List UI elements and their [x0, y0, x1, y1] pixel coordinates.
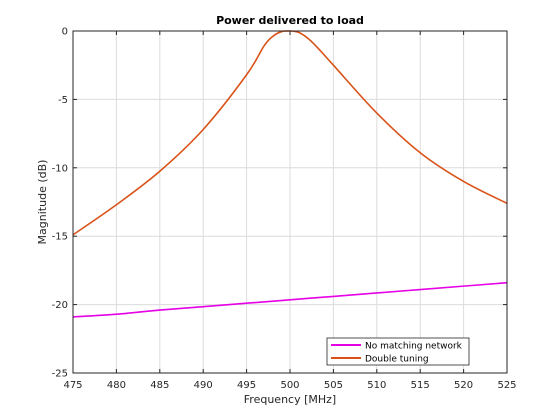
- x-tick-label: 475: [63, 380, 82, 391]
- legend-box: [326, 337, 470, 366]
- y-axis-label: Magnitude (dB): [36, 160, 49, 245]
- y-tick-label: -15: [52, 232, 68, 243]
- y-tick-labels: 0 -5 -10 -15 -20 -25: [52, 27, 68, 380]
- x-tick-label: 490: [194, 380, 213, 391]
- y-tick-label: -5: [58, 95, 68, 106]
- x-tick-label: 485: [150, 380, 169, 391]
- legend-label-no-matching-network: No matching network: [365, 342, 463, 352]
- series-line-no-matching-network: [72, 281, 508, 318]
- y-tick-label: 0: [62, 27, 68, 38]
- y-tick-label: -25: [52, 369, 68, 380]
- legend-label-double-tuning: Double tuning: [365, 355, 429, 365]
- x-tick-label: 500: [280, 380, 299, 391]
- x-tick-label: 510: [367, 380, 386, 391]
- y-tick-label: -20: [52, 300, 68, 311]
- x-tick-label: 495: [237, 380, 256, 391]
- x-tick-label: 520: [454, 380, 473, 391]
- x-tick-labels: 475 480 485 490 495 500 505 510 515 520 525: [63, 380, 516, 391]
- chart-title: Power delivered to load: [216, 14, 364, 27]
- tick-marks: [72, 30, 508, 374]
- x-tick-label: 515: [411, 380, 430, 391]
- x-tick-label: 525: [497, 380, 516, 391]
- y-tick-label: -10: [52, 163, 68, 174]
- legend: No matching network Double tuning: [326, 337, 470, 366]
- x-tick-label: 480: [107, 380, 126, 391]
- x-axis-label: Frequency [MHz]: [244, 393, 336, 406]
- x-tick-label: 505: [324, 380, 343, 391]
